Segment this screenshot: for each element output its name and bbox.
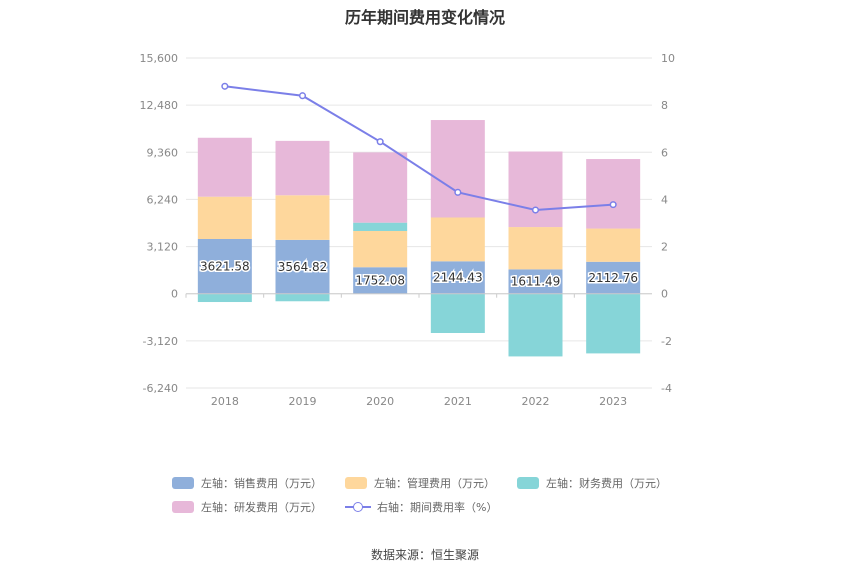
legend-label-sales: 左轴：销售费用（万元）: [201, 477, 322, 490]
bar-sales: [508, 269, 563, 294]
right-axis-tick-label: 4: [661, 193, 668, 206]
data-label-sales: 1611.49: [511, 275, 561, 289]
left-axis-tick-label: -3,120: [143, 335, 178, 348]
line-point-rate: [221, 82, 229, 90]
line-point-rate: [298, 92, 307, 100]
bar-rnd: [508, 151, 563, 228]
right-axis-tick-label: 0: [661, 288, 668, 301]
legend-label-rnd: 左轴：研发费用（万元）: [201, 501, 322, 514]
bar-finance: [275, 293, 330, 302]
bar-sales: [586, 261, 641, 294]
bar-finance: [430, 293, 485, 333]
bar-finance: [197, 293, 252, 303]
legend-label-management: 左轴：管理费用（万元）: [374, 477, 495, 490]
source-note: 数据来源：恒生聚源: [370, 548, 479, 562]
chart-title: 历年期间费用变化情况: [344, 8, 505, 27]
bar-rnd: [353, 152, 408, 223]
right-axis-tick-label: -4: [661, 382, 672, 395]
bar-sales: [197, 238, 252, 294]
right-axis-tick-label: 2: [661, 241, 668, 254]
legend-label-rate: 右轴：期间费用率（%）: [377, 501, 498, 514]
bar-management: [275, 195, 330, 240]
right-axis-tick-label: 10: [661, 52, 675, 65]
left-axis-tick-label: 0: [171, 288, 178, 301]
bar-rnd: [197, 137, 252, 197]
x-axis-tick-label: 2023: [599, 395, 627, 408]
line-point-rate: [376, 138, 384, 146]
legend-item-management[interactable]: 左轴：管理费用（万元）: [345, 475, 495, 491]
bar-management: [197, 196, 252, 239]
legend-swatch-management: [345, 477, 367, 489]
legend-swatch-rnd: [172, 501, 194, 513]
x-axis-tick-label: 2021: [444, 395, 472, 408]
data-label-sales: 1752.08: [355, 273, 405, 287]
data-label-sales: 2144.43: [433, 271, 483, 285]
right-axis-tick-label: -2: [661, 335, 672, 348]
left-axis-tick-label: 12,480: [140, 99, 179, 112]
line-point-rate: [454, 188, 462, 196]
line-series-rate: [224, 85, 614, 212]
bar-finance: [508, 293, 563, 357]
data-label-sales: 3564.82: [278, 260, 328, 274]
bar-rnd: [586, 159, 641, 229]
bar-finance: [586, 293, 641, 354]
line-point-rate: [609, 201, 617, 209]
legend-swatch-sales: [172, 477, 194, 489]
bar-rnd: [430, 120, 485, 218]
legend-item-rate[interactable]: 右轴：期间费用率（%）: [345, 499, 497, 515]
legend-line-rate: [345, 501, 371, 513]
legend-label-finance: 左轴：财务费用（万元）: [546, 477, 667, 490]
legend-swatch-finance: [517, 477, 539, 489]
left-axis-tick-label: -6,240: [143, 382, 178, 395]
right-axis-tick-label: 6: [661, 146, 668, 159]
x-axis-tick-label: 2020: [366, 395, 394, 408]
bar-sales: [275, 239, 330, 294]
bar-finance: [353, 222, 408, 231]
data-label-sales: 3621.58: [200, 259, 250, 273]
legend-item-rnd[interactable]: 左轴：研发费用（万元）: [172, 499, 322, 515]
x-axis-tick-label: 2018: [211, 395, 239, 408]
bar-management: [586, 228, 641, 262]
right-axis-tick-label: 8: [661, 99, 668, 112]
legend-item-finance[interactable]: 左轴：财务费用（万元）: [517, 475, 667, 491]
legend-item-sales[interactable]: 左轴：销售费用（万元）: [172, 475, 322, 491]
bar-management: [430, 217, 485, 262]
bar-rnd: [275, 140, 330, 196]
x-axis-tick-label: 2022: [522, 395, 550, 408]
bar-management: [508, 227, 563, 270]
line-point-rate: [531, 206, 540, 214]
bar-sales: [430, 261, 485, 294]
bar-sales: [353, 267, 408, 294]
x-axis-tick-label: 2019: [289, 395, 317, 408]
left-axis-tick-label: 15,600: [140, 52, 179, 65]
bar-management: [353, 230, 408, 268]
data-label-sales: 2112.76: [588, 271, 638, 285]
left-axis-tick-label: 3,120: [147, 241, 179, 254]
left-axis-tick-label: 6,240: [147, 193, 179, 206]
left-axis-tick-label: 9,360: [147, 146, 179, 159]
